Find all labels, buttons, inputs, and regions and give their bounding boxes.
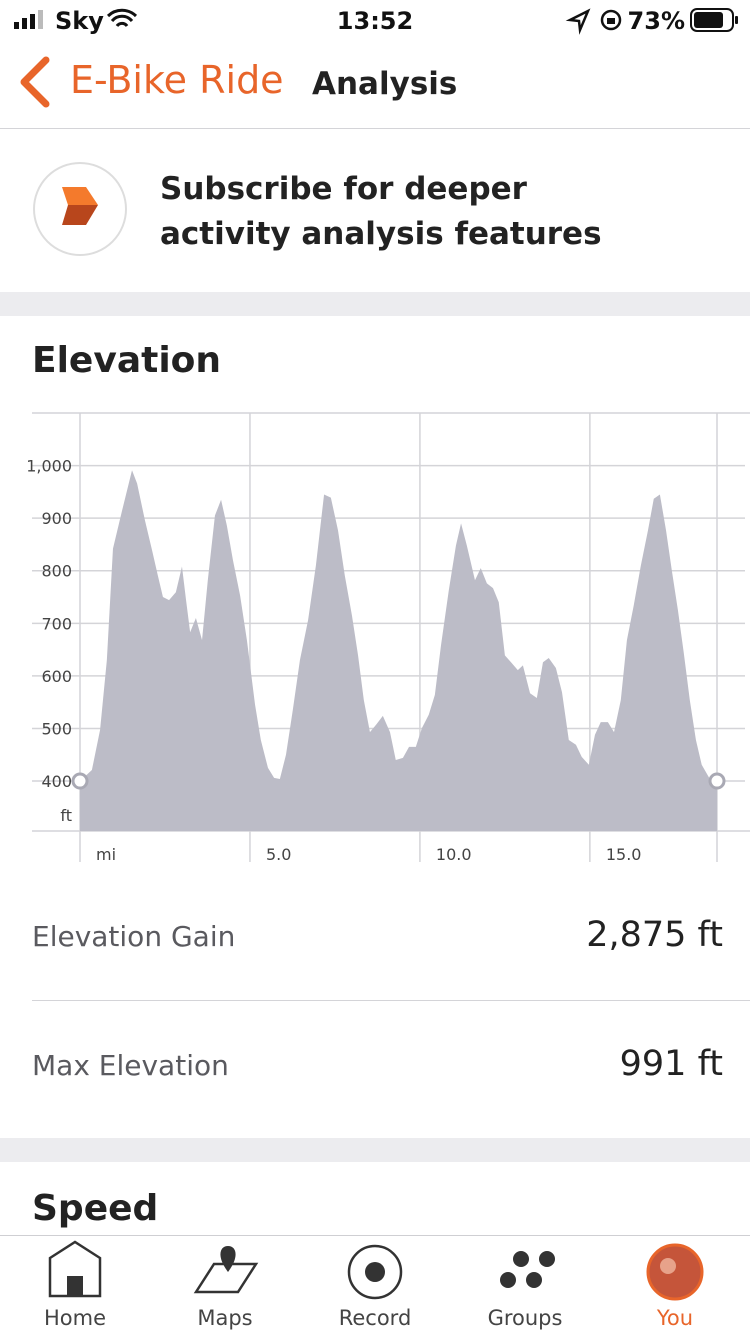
y-tick-label: 600 (41, 667, 72, 686)
rotation-lock-icon (607, 18, 615, 24)
record-icon[interactable] (347, 1244, 403, 1300)
maps-icon (220, 1246, 236, 1272)
battery-percent: 73% (628, 7, 685, 35)
rotation-lock-icon (600, 9, 622, 31)
tab-label[interactable]: Groups (487, 1306, 563, 1330)
back-title[interactable]: E-Bike Ride (70, 58, 284, 102)
x-tick-label: 5.0 (266, 845, 291, 864)
groups-icon (513, 1251, 529, 1267)
section-title: Speed (32, 1188, 159, 1229)
record-icon (365, 1262, 385, 1282)
y-tick-label: 700 (41, 614, 72, 633)
wifi-icon (106, 8, 138, 28)
signal-bar (14, 22, 19, 29)
x-tick-label: 10.0 (436, 845, 472, 864)
signal-bar (30, 14, 35, 29)
range-handle[interactable] (71, 772, 89, 790)
stat-value: 991 ft (619, 1044, 723, 1084)
section-divider (0, 292, 750, 316)
page-title: Analysis (312, 66, 458, 102)
nav-header: E-Bike Ride Analysis (0, 42, 750, 129)
profile-avatar[interactable] (646, 1243, 704, 1301)
tab-label[interactable]: Maps (197, 1306, 253, 1330)
tab-label[interactable]: Record (338, 1306, 412, 1330)
signal-bar (22, 18, 27, 29)
battery-icon (690, 8, 734, 32)
location-icon (565, 8, 591, 35)
y-tick-label: 500 (41, 719, 72, 738)
profile-avatar (660, 1258, 676, 1274)
status-bar: Sky 13:52 73% (14, 7, 738, 35)
y-unit: ft (60, 806, 72, 825)
battery-tip (735, 16, 738, 24)
section-divider (0, 1138, 750, 1162)
brand-logo (33, 162, 127, 256)
elevation-area (80, 470, 717, 831)
groups-icon (539, 1251, 555, 1267)
battery-level (694, 12, 723, 28)
stat-value: 2,875 ft (586, 915, 723, 955)
tab-bar: Home Maps Record Groups You (0, 1235, 750, 1335)
tab-label[interactable]: You (656, 1306, 694, 1330)
y-tick-label: 900 (41, 509, 72, 528)
signal-bar (38, 10, 43, 29)
stat-label: Elevation Gain (32, 920, 236, 953)
tab-icons (48, 1240, 704, 1301)
home-icon (67, 1276, 83, 1296)
y-tick-label: 800 (41, 562, 72, 581)
range-handle[interactable] (708, 772, 726, 790)
home-icon[interactable] (48, 1240, 102, 1298)
tab-label[interactable]: Home (43, 1306, 107, 1330)
groups-icon (526, 1272, 542, 1288)
banner-text: Subscribe for deeper activity analysis f… (160, 171, 602, 252)
groups-icon[interactable] (500, 1272, 516, 1288)
clock: 13:52 (337, 7, 413, 35)
y-tick-label: 1,000 (26, 457, 72, 476)
subscribe-banner[interactable]: Subscribe for deeper activity analysis f… (0, 129, 750, 292)
maps-icon[interactable] (193, 1262, 259, 1294)
y-tick-label: 400 (41, 772, 72, 791)
x-unit: mi (96, 845, 116, 864)
stat-label: Max Elevation (32, 1049, 229, 1082)
section-title: Elevation (32, 340, 222, 381)
back-button[interactable] (14, 56, 54, 108)
row-divider (32, 1000, 750, 1001)
x-tick-label: 15.0 (606, 845, 642, 864)
carrier: Sky (55, 7, 104, 35)
elevation-chart: ft mi 400 500 600 700 800 900 1,000 5.0 10.0 15.0 (26, 412, 750, 864)
